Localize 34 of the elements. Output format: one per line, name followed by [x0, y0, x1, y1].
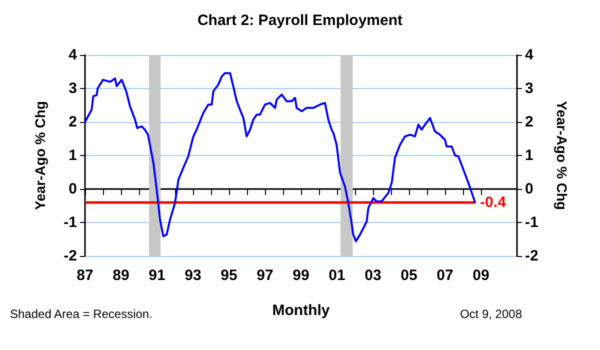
x-tick-label: 05 [400, 267, 418, 284]
y2-tick-label: -1 [525, 214, 538, 231]
y2-tick-label: 3 [525, 80, 534, 97]
y2-tick-label: 4 [525, 46, 534, 64]
y-tick-label: 2 [68, 114, 77, 130]
x-axis-title: Monthly [272, 302, 330, 319]
y2-tick-label: -2 [525, 248, 538, 264]
x-tick-label: 93 [184, 267, 202, 284]
x-tick-label: 87 [76, 267, 94, 284]
y-axis-title: Year-Ago % Chg [32, 101, 48, 210]
x-tick-label: 97 [256, 267, 274, 284]
y-tick-label: 0 [68, 180, 77, 198]
ref-line-label: -0.4 [480, 194, 507, 211]
x-tick-label: 03 [364, 267, 382, 284]
chart-title: Chart 2: Payroll Employment [197, 12, 403, 29]
x-tick-label: 07 [436, 267, 454, 284]
line-series [84, 72, 476, 242]
y-tick-label: 4 [68, 46, 78, 64]
y-tick-label: -2 [64, 248, 77, 264]
x-tick-label: 01 [328, 267, 346, 284]
x-tick-label: 99 [292, 267, 310, 284]
x-tick-label: 95 [220, 267, 238, 284]
y-tick-label: 3 [68, 80, 77, 97]
y2-tick-label: 2 [525, 114, 534, 130]
x-tick-label: 91 [148, 267, 166, 284]
y2-tick-label: 1 [525, 147, 534, 164]
text: Shaded Area = Recession. [10, 307, 152, 321]
x-tick-label: 89 [112, 267, 130, 284]
x-tick-label: 09 [472, 267, 490, 284]
y-tick-label: 1 [68, 147, 77, 164]
y2-tick-label: 0 [525, 180, 534, 198]
y2-axis-title: Year-Ago % Chg [554, 101, 570, 210]
text: Oct 9, 2008 [460, 307, 522, 321]
y-tick-label: -1 [64, 214, 77, 231]
